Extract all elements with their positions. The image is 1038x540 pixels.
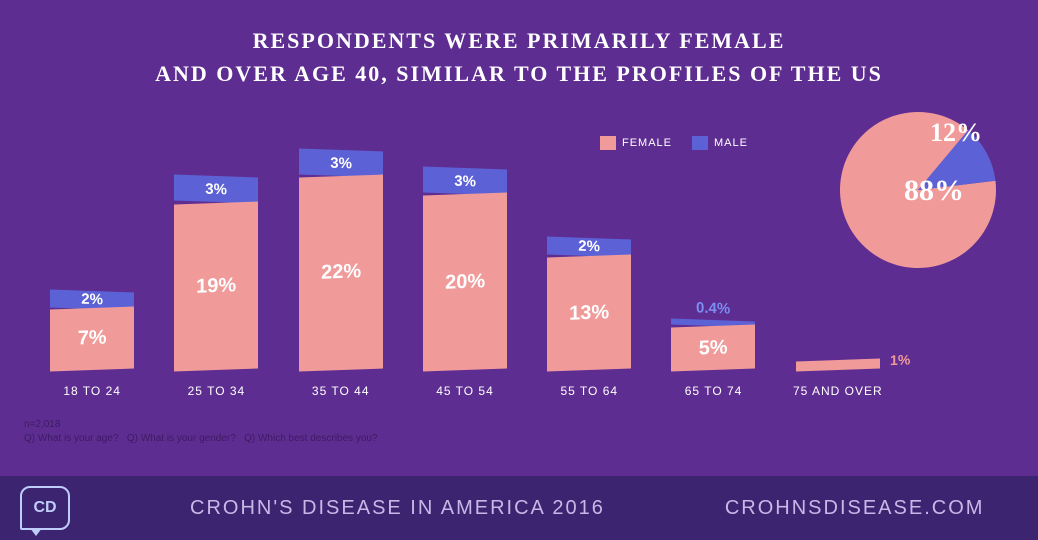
bar-male-value: 3% [454,172,476,190]
swatch-female [600,136,616,150]
survey-notes: n=2,018 Q) What is your age? Q) What is … [24,418,378,446]
bar-axis-label: 75 AND OVER [778,384,898,398]
bar-female-segment: 1% [796,359,880,372]
bar-group: 3%20%45 TO 54 [423,168,507,370]
bar-female-segment: 20% [423,193,507,372]
footer: CD CROHN'S DISEASE IN AMERICA 2016 CROHN… [0,476,1038,540]
legend-male: MALE [692,136,748,150]
bar-female-segment: 13% [547,254,631,371]
bar-axis-label: 55 TO 64 [529,384,649,398]
legend-female-label: FEMALE [622,137,672,149]
bar-group: 1%75 AND OVER [796,360,880,370]
bar-chart: FEMALE MALE 2% 7% 18 TO 24 3% 19% 25 TO 34 3% 2… [30,140,880,400]
bar-male-segment: 3% [174,175,258,204]
bar-male-value: 2% [81,291,103,309]
bar-female-value: 19% [196,274,236,298]
bar-male-segment: 3% [299,149,383,178]
pie-female-pct: 88% [904,174,964,208]
bar-male-value: 3% [330,154,352,172]
bar-female-segment: 7% [50,307,134,372]
pie-male-pct: 12% [930,118,982,148]
legend-male-label: MALE [714,137,748,149]
footer-title: CROHN'S DISEASE IN AMERICA 2016 [190,497,605,520]
bar-female-value: 7% [78,327,107,351]
bar-male-segment: 3% [423,166,507,195]
title-line-2: AND OVER AGE 40, SIMILAR TO THE PROFILES… [0,57,1038,90]
note-questions: Q) What is your age? Q) What is your gen… [24,432,378,446]
bar-male-value: 0.4% [696,299,730,317]
footer-url: CROHNSDISEASE.COM [725,497,985,520]
bar-female-value: 5% [699,336,728,360]
pie-chart: 88% 12% [838,110,998,270]
bar-axis-label: 45 TO 54 [405,384,525,398]
bar-female-value: 20% [445,270,485,294]
bar-male-value: 2% [578,238,600,256]
bar-group: 2%7%18 TO 24 [50,291,134,370]
bar-axis-label: 18 TO 24 [32,384,152,398]
swatch-male [692,136,708,150]
bar-male-value: 3% [206,181,228,199]
bar-axis-label: 25 TO 34 [156,384,276,398]
bar-group: 0.4%5%65 TO 74 [671,320,755,370]
title-line-1: RESPONDENTS WERE PRIMARILY FEMALE [0,24,1038,57]
legend: FEMALE MALE [600,136,748,150]
bar-female-value: 13% [569,301,609,325]
chart-title: RESPONDENTS WERE PRIMARILY FEMALE AND OV… [0,0,1038,90]
brand-logo-icon: CD [20,486,70,530]
bar-female-segment: 19% [174,201,258,371]
note-n: n=2,018 [24,418,378,432]
legend-female: FEMALE [600,136,672,150]
bar-group: 3%19%25 TO 34 [174,176,258,370]
bar-female-segment: 22% [299,175,383,372]
brand-logo-text: CD [33,499,56,517]
bar-axis-label: 35 TO 44 [281,384,401,398]
bar-female-value: 22% [321,261,361,285]
bar-axis-label: 65 TO 74 [654,384,774,398]
bar-group: 2%13%55 TO 64 [547,238,631,370]
bar-female-segment: 5% [671,325,755,372]
bar-female-value: 1% [890,351,910,368]
bar-group: 3%22%35 TO 44 [299,150,383,370]
